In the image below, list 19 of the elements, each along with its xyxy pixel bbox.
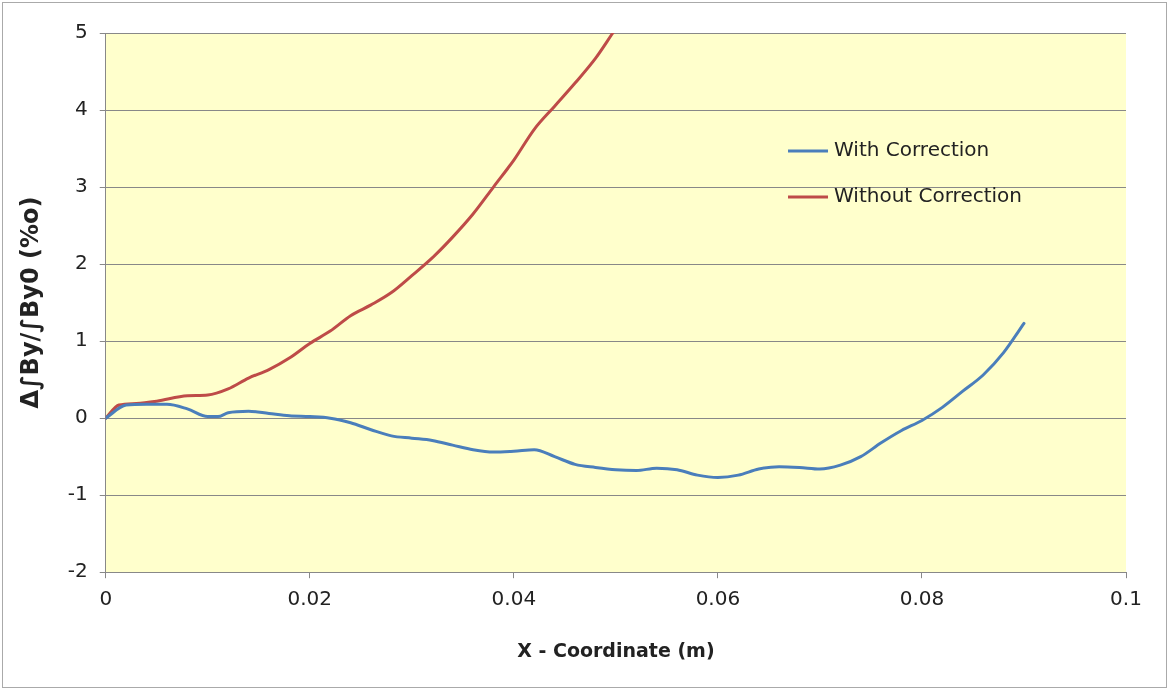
y-tick-label: 0 — [75, 404, 88, 429]
y-axis-title: Δ∫By/∫By0 (%o) — [15, 196, 44, 409]
x-axis-title: X - Coordinate (m) — [517, 638, 715, 661]
legend-label: With Correction — [834, 137, 990, 162]
y-tick-label: 1 — [75, 327, 88, 352]
y-tick-label: 2 — [75, 250, 88, 275]
x-tick-label: 0.02 — [287, 586, 333, 611]
x-tick-label: 0.1 — [1110, 586, 1142, 611]
y-tick-label: -2 — [67, 558, 88, 583]
y-tick-label: 5 — [75, 19, 88, 44]
y-tick-label: 3 — [75, 173, 88, 198]
x-tick-label: 0.08 — [899, 586, 945, 611]
y-tick-label: 4 — [75, 96, 88, 121]
x-tick-label: 0.06 — [695, 586, 741, 611]
y-tick-label: -1 — [67, 481, 88, 506]
x-tick-label: 0.04 — [491, 586, 537, 611]
line-series — [105, 321, 1026, 479]
x-tick-label: 0 — [99, 586, 113, 611]
legend-label: Without Correction — [834, 183, 1023, 208]
